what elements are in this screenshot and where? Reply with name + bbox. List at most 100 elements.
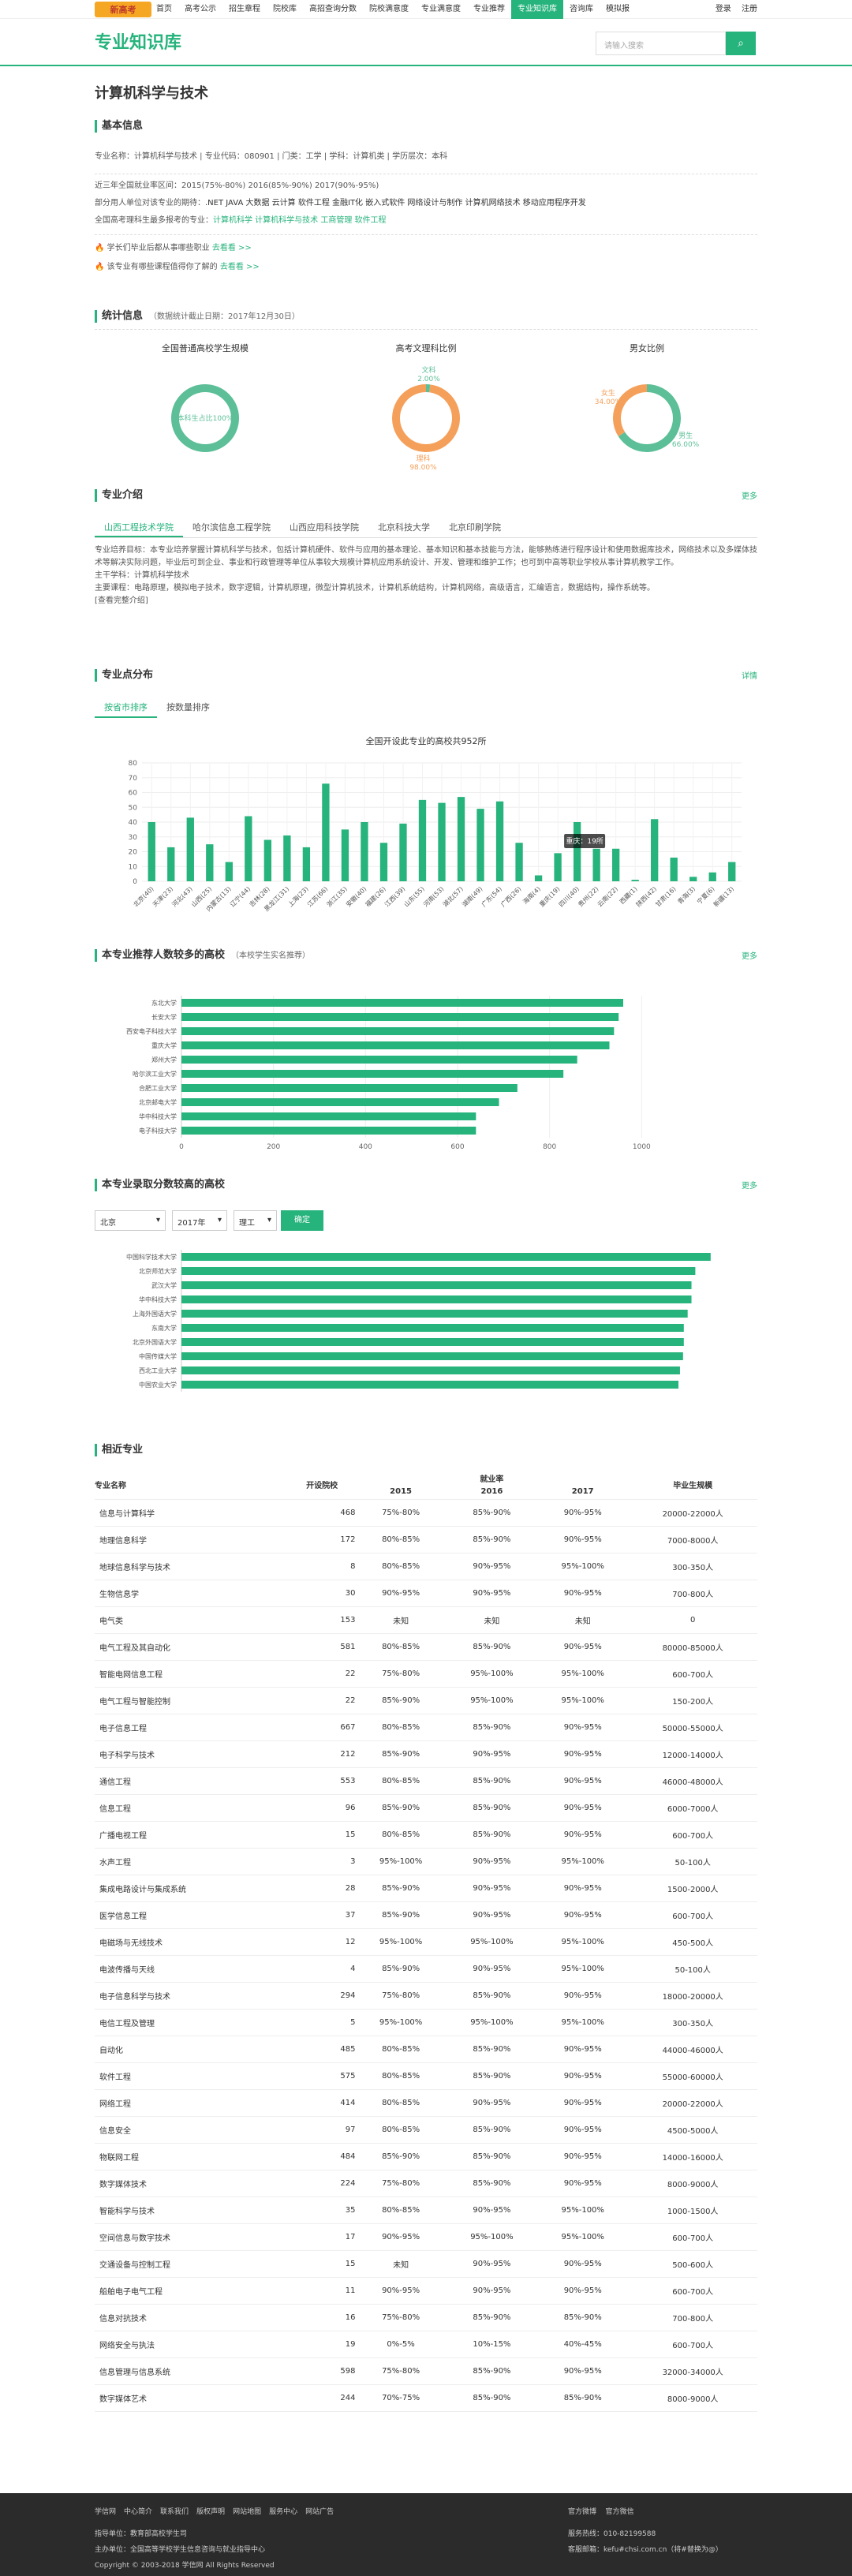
- tip-link[interactable]: 去看看 >>: [211, 244, 252, 252]
- bar[interactable]: [263, 839, 272, 882]
- nav-item[interactable]: 首页: [156, 5, 172, 13]
- year-select[interactable]: 2017年 ▾: [172, 1210, 227, 1231]
- tab-school[interactable]: 山西工程技术学院: [95, 518, 183, 537]
- nav-item[interactable]: 咨询库: [570, 5, 593, 13]
- tip-link[interactable]: 去看看 >>: [219, 263, 260, 271]
- wechat-link[interactable]: 官方微信: [605, 2508, 634, 2516]
- nav-item[interactable]: 院校库: [273, 5, 297, 13]
- bar[interactable]: [322, 783, 330, 881]
- more-link[interactable]: 更多: [742, 492, 757, 501]
- bar[interactable]: [181, 1367, 680, 1374]
- x-tick-label: 陕西(42): [634, 884, 658, 908]
- bar[interactable]: [181, 1352, 683, 1360]
- search-input[interactable]: 请输入搜索: [596, 32, 726, 55]
- bar[interactable]: [181, 1056, 577, 1064]
- bar[interactable]: [554, 853, 562, 881]
- bar[interactable]: [245, 816, 252, 882]
- bar[interactable]: [651, 819, 659, 881]
- weibo-link[interactable]: 官方微博: [568, 2508, 597, 2516]
- bar[interactable]: [181, 1127, 476, 1135]
- table-cell: 95%-100%: [537, 1955, 629, 1983]
- tab-school[interactable]: 哈尔滨信息工程学院: [192, 522, 271, 533]
- bar[interactable]: [361, 822, 368, 881]
- bar[interactable]: [186, 817, 194, 881]
- bar[interactable]: [181, 1295, 692, 1303]
- more-link[interactable]: 更多: [742, 952, 757, 961]
- bar[interactable]: [181, 1041, 610, 1049]
- more-link[interactable]: 更多: [742, 1182, 757, 1191]
- bar[interactable]: [206, 844, 214, 881]
- bar[interactable]: [181, 1027, 615, 1035]
- bar[interactable]: [181, 1381, 678, 1389]
- bar[interactable]: [181, 999, 623, 1007]
- footer-link[interactable]: 网站广告: [305, 2508, 334, 2516]
- bar[interactable]: [148, 822, 155, 881]
- nav-item[interactable]: 招生章程: [229, 5, 260, 13]
- bar[interactable]: [418, 799, 427, 881]
- bar[interactable]: [225, 862, 233, 881]
- footer-link[interactable]: 网站地图: [233, 2508, 262, 2516]
- bar[interactable]: [181, 1070, 564, 1078]
- bar[interactable]: [457, 797, 465, 881]
- details-link[interactable]: 详情: [742, 672, 757, 681]
- nav-item[interactable]: 模拟报: [606, 5, 630, 13]
- bar[interactable]: [515, 843, 523, 881]
- footer-link[interactable]: 版权声明: [196, 2508, 226, 2516]
- bar[interactable]: [476, 809, 484, 881]
- nav-item[interactable]: 专业推荐: [473, 5, 505, 13]
- table-cell: 10%-15%: [446, 2331, 538, 2358]
- bar[interactable]: [728, 862, 736, 881]
- bar[interactable]: [592, 848, 600, 881]
- popular-values[interactable]: 计算机科学 计算机科学与技术 工商管理 软件工程: [213, 216, 387, 225]
- bar[interactable]: [689, 877, 697, 881]
- nav-item[interactable]: 高考公示: [185, 5, 216, 13]
- confirm-button[interactable]: 确定: [281, 1210, 323, 1231]
- subject-select[interactable]: 理工 ▾: [234, 1210, 277, 1231]
- bar[interactable]: [438, 802, 446, 881]
- bar[interactable]: [283, 835, 291, 881]
- register-link[interactable]: 注册: [742, 5, 757, 13]
- bar[interactable]: [167, 847, 175, 881]
- bar[interactable]: [181, 1338, 684, 1346]
- bar[interactable]: [631, 880, 639, 881]
- bar[interactable]: [573, 822, 581, 881]
- bar[interactable]: [181, 1324, 684, 1332]
- bar[interactable]: [379, 843, 388, 881]
- bar[interactable]: [302, 847, 311, 881]
- site-logo[interactable]: 新高考: [95, 2, 151, 17]
- footer-link[interactable]: 服务中心: [269, 2508, 298, 2516]
- bar[interactable]: [534, 875, 543, 882]
- nav-item[interactable]: 高招查询分数: [309, 5, 357, 13]
- bar[interactable]: [181, 1253, 711, 1261]
- bar[interactable]: [670, 858, 678, 881]
- bar[interactable]: [181, 1013, 619, 1021]
- search-button[interactable]: ⌕: [726, 32, 756, 55]
- tab-sort-province[interactable]: 按省市排序: [95, 697, 157, 718]
- login-link[interactable]: 登录: [715, 5, 731, 13]
- tab-school[interactable]: 北京印刷学院: [449, 522, 501, 533]
- tab-school[interactable]: 山西应用科技学院: [290, 522, 359, 533]
- bar[interactable]: [181, 1098, 499, 1106]
- bar[interactable]: [495, 801, 504, 881]
- footer-link[interactable]: 学信网: [95, 2508, 117, 2516]
- view-full-link[interactable]: [查看完整介绍]: [95, 596, 148, 605]
- bar[interactable]: [399, 823, 407, 881]
- bar[interactable]: [341, 829, 349, 881]
- tab-sort-count[interactable]: 按数量排序: [166, 702, 210, 712]
- nav-item[interactable]: 院校满意度: [369, 5, 409, 13]
- nav-item[interactable]: 专业满意度: [421, 5, 461, 13]
- footer-link[interactable]: 中心简介: [124, 2508, 153, 2516]
- bar[interactable]: [708, 872, 716, 881]
- tab-school[interactable]: 北京科技大学: [378, 522, 430, 533]
- bar[interactable]: [181, 1112, 476, 1120]
- footer-phone: 服务热线：010-82199588: [568, 2530, 656, 2538]
- bar[interactable]: [181, 1310, 688, 1318]
- province-select[interactable]: 北京 ▾: [95, 1210, 166, 1231]
- footer-link[interactable]: 联系我们: [160, 2508, 189, 2516]
- bar[interactable]: [181, 1084, 518, 1092]
- chart-title: 全国开设此专业的高校共952所: [366, 735, 487, 746]
- nav-item[interactable]: 专业知识库: [511, 0, 563, 19]
- bar[interactable]: [181, 1281, 692, 1289]
- bar[interactable]: [611, 848, 620, 881]
- bar[interactable]: [181, 1267, 696, 1275]
